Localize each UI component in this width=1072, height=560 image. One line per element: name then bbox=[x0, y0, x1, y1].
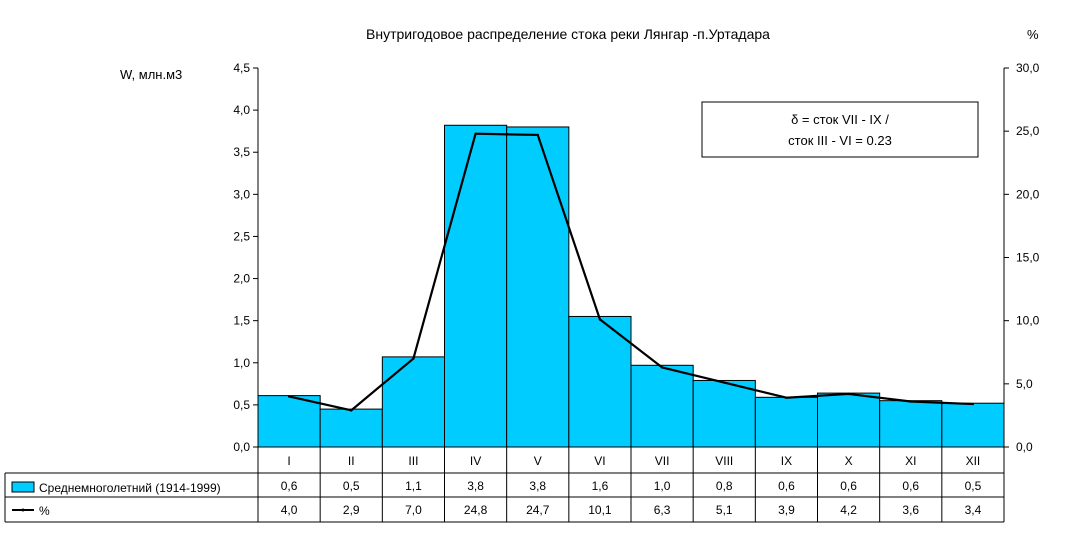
category-label: X bbox=[845, 454, 853, 468]
percent-value-label: 24,7 bbox=[526, 503, 550, 517]
percent-value-label: 3,4 bbox=[965, 503, 982, 517]
bar-VII bbox=[630, 364, 694, 448]
y-tick-label: 3,0 bbox=[233, 187, 250, 201]
line-layer bbox=[287, 132, 975, 412]
bar-V bbox=[506, 126, 570, 448]
bar-value-label: 1,1 bbox=[405, 479, 422, 493]
percent-value-label: 24,8 bbox=[464, 503, 488, 517]
y2-tick-label: 10,0 bbox=[1016, 314, 1040, 328]
bar-III bbox=[381, 356, 446, 448]
bar-XII bbox=[941, 402, 1005, 448]
percent-line bbox=[288, 132, 973, 412]
percent-value-label: 2,9 bbox=[343, 503, 360, 517]
y-tick-label: 4,0 bbox=[233, 103, 250, 117]
bar-I bbox=[257, 395, 321, 448]
category-label: III bbox=[408, 454, 418, 468]
percent-point-VIII bbox=[723, 381, 726, 384]
y2-axis-label: % bbox=[1027, 27, 1039, 42]
y2-tick-label: 25,0 bbox=[1016, 124, 1040, 138]
bar-value-label: 0,8 bbox=[716, 479, 733, 493]
percent-point-XI bbox=[909, 400, 912, 403]
bar-II bbox=[319, 408, 383, 448]
bar-IX bbox=[754, 396, 818, 448]
data-table: I II III IV V VI VII VIII IX X XI XIIСреднемноголет… bbox=[4, 447, 1005, 523]
percent-value-label: 3,9 bbox=[778, 503, 795, 517]
percent-value-label: 10,1 bbox=[588, 503, 612, 517]
bar-IV bbox=[444, 124, 508, 448]
legend-label-line: % bbox=[39, 504, 50, 518]
percent-point-XII bbox=[971, 402, 975, 406]
percent-value-label: 5,1 bbox=[716, 503, 733, 517]
percent-point-III bbox=[412, 357, 415, 360]
chart-title: Внутригодовое распределение стока реки Л… bbox=[366, 26, 770, 42]
bar-value-label: 3,8 bbox=[467, 479, 484, 493]
percent-point-VI bbox=[598, 318, 602, 321]
category-label: IX bbox=[781, 454, 792, 468]
legend-swatch-bars bbox=[11, 481, 35, 493]
y2-tick-label: 20,0 bbox=[1016, 187, 1040, 201]
y-tick-label: 1,0 bbox=[233, 356, 250, 370]
legend-label-bars: Среднемноголетний (1914-1999) bbox=[39, 481, 221, 495]
bar-value-label: 0,5 bbox=[343, 479, 360, 493]
bar-value-label: 0,6 bbox=[840, 479, 857, 493]
category-label: VI bbox=[594, 454, 605, 468]
bar-value-label: 3,8 bbox=[529, 479, 546, 493]
annotation-box: δ = сток VII - IX / сток III - VI = 0.23 bbox=[701, 101, 979, 158]
percent-point-IX bbox=[785, 396, 788, 399]
percent-point-X bbox=[847, 392, 850, 396]
category-label: V bbox=[534, 454, 542, 468]
bar-VI bbox=[568, 315, 632, 448]
category-label: IV bbox=[470, 454, 481, 468]
y-axis-label: W, млн.м3 bbox=[120, 67, 182, 82]
category-label: XI bbox=[905, 454, 916, 468]
category-label: XII bbox=[966, 454, 981, 468]
y2-tick-label: 15,0 bbox=[1016, 251, 1040, 265]
bar-VIII bbox=[692, 379, 756, 448]
percent-point-II bbox=[350, 409, 353, 412]
bar-value-label: 0,6 bbox=[281, 479, 298, 493]
bar-value-label: 0,6 bbox=[778, 479, 795, 493]
y-tick-label: 0,0 bbox=[233, 440, 250, 454]
percent-value-label: 4,2 bbox=[840, 503, 857, 517]
percent-point-IV bbox=[474, 132, 477, 135]
y-tick-label: 4,5 bbox=[233, 61, 250, 75]
percent-point-I bbox=[287, 395, 291, 398]
category-label: VII bbox=[655, 454, 670, 468]
y-tick-label: 2,0 bbox=[233, 272, 250, 286]
percent-value-label: 4,0 bbox=[281, 503, 298, 517]
y2-tick-label: 5,0 bbox=[1016, 377, 1033, 391]
bar-value-label: 0,5 bbox=[965, 479, 982, 493]
bar-XI bbox=[879, 400, 943, 448]
bar-value-label: 1,0 bbox=[654, 479, 671, 493]
category-label: II bbox=[348, 454, 355, 468]
bar-value-label: 0,6 bbox=[902, 479, 919, 493]
bar-X bbox=[817, 392, 881, 448]
bar-value-label: 1,6 bbox=[592, 479, 609, 493]
axes-layer: 0,0 0,5 1,0 1,5 2,0 2,5 3,0 3,5 4,0 4,5 0,0 5,0 10,0… bbox=[233, 61, 1039, 454]
percent-point-V bbox=[536, 133, 539, 137]
y2-tick-label: 0,0 bbox=[1016, 440, 1033, 454]
percent-value-label: 3,6 bbox=[902, 503, 919, 517]
percent-point-VII bbox=[660, 366, 664, 369]
category-label: VIII bbox=[715, 454, 733, 468]
y-tick-label: 2,5 bbox=[233, 229, 250, 243]
annotation-line-1: δ = сток VII - IX / bbox=[791, 112, 889, 127]
legend-marker-line bbox=[21, 508, 25, 512]
category-label: I bbox=[287, 454, 290, 468]
bars-layer bbox=[257, 124, 1005, 448]
annotation-line-2: сток III - VI = 0.23 bbox=[788, 133, 892, 148]
y-tick-label: 0,5 bbox=[233, 398, 250, 412]
y-tick-label: 1,5 bbox=[233, 314, 250, 328]
percent-value-label: 7,0 bbox=[405, 503, 422, 517]
y2-tick-label: 30,0 bbox=[1016, 61, 1040, 75]
y-tick-label: 3,5 bbox=[233, 145, 250, 159]
percent-value-label: 6,3 bbox=[654, 503, 671, 517]
